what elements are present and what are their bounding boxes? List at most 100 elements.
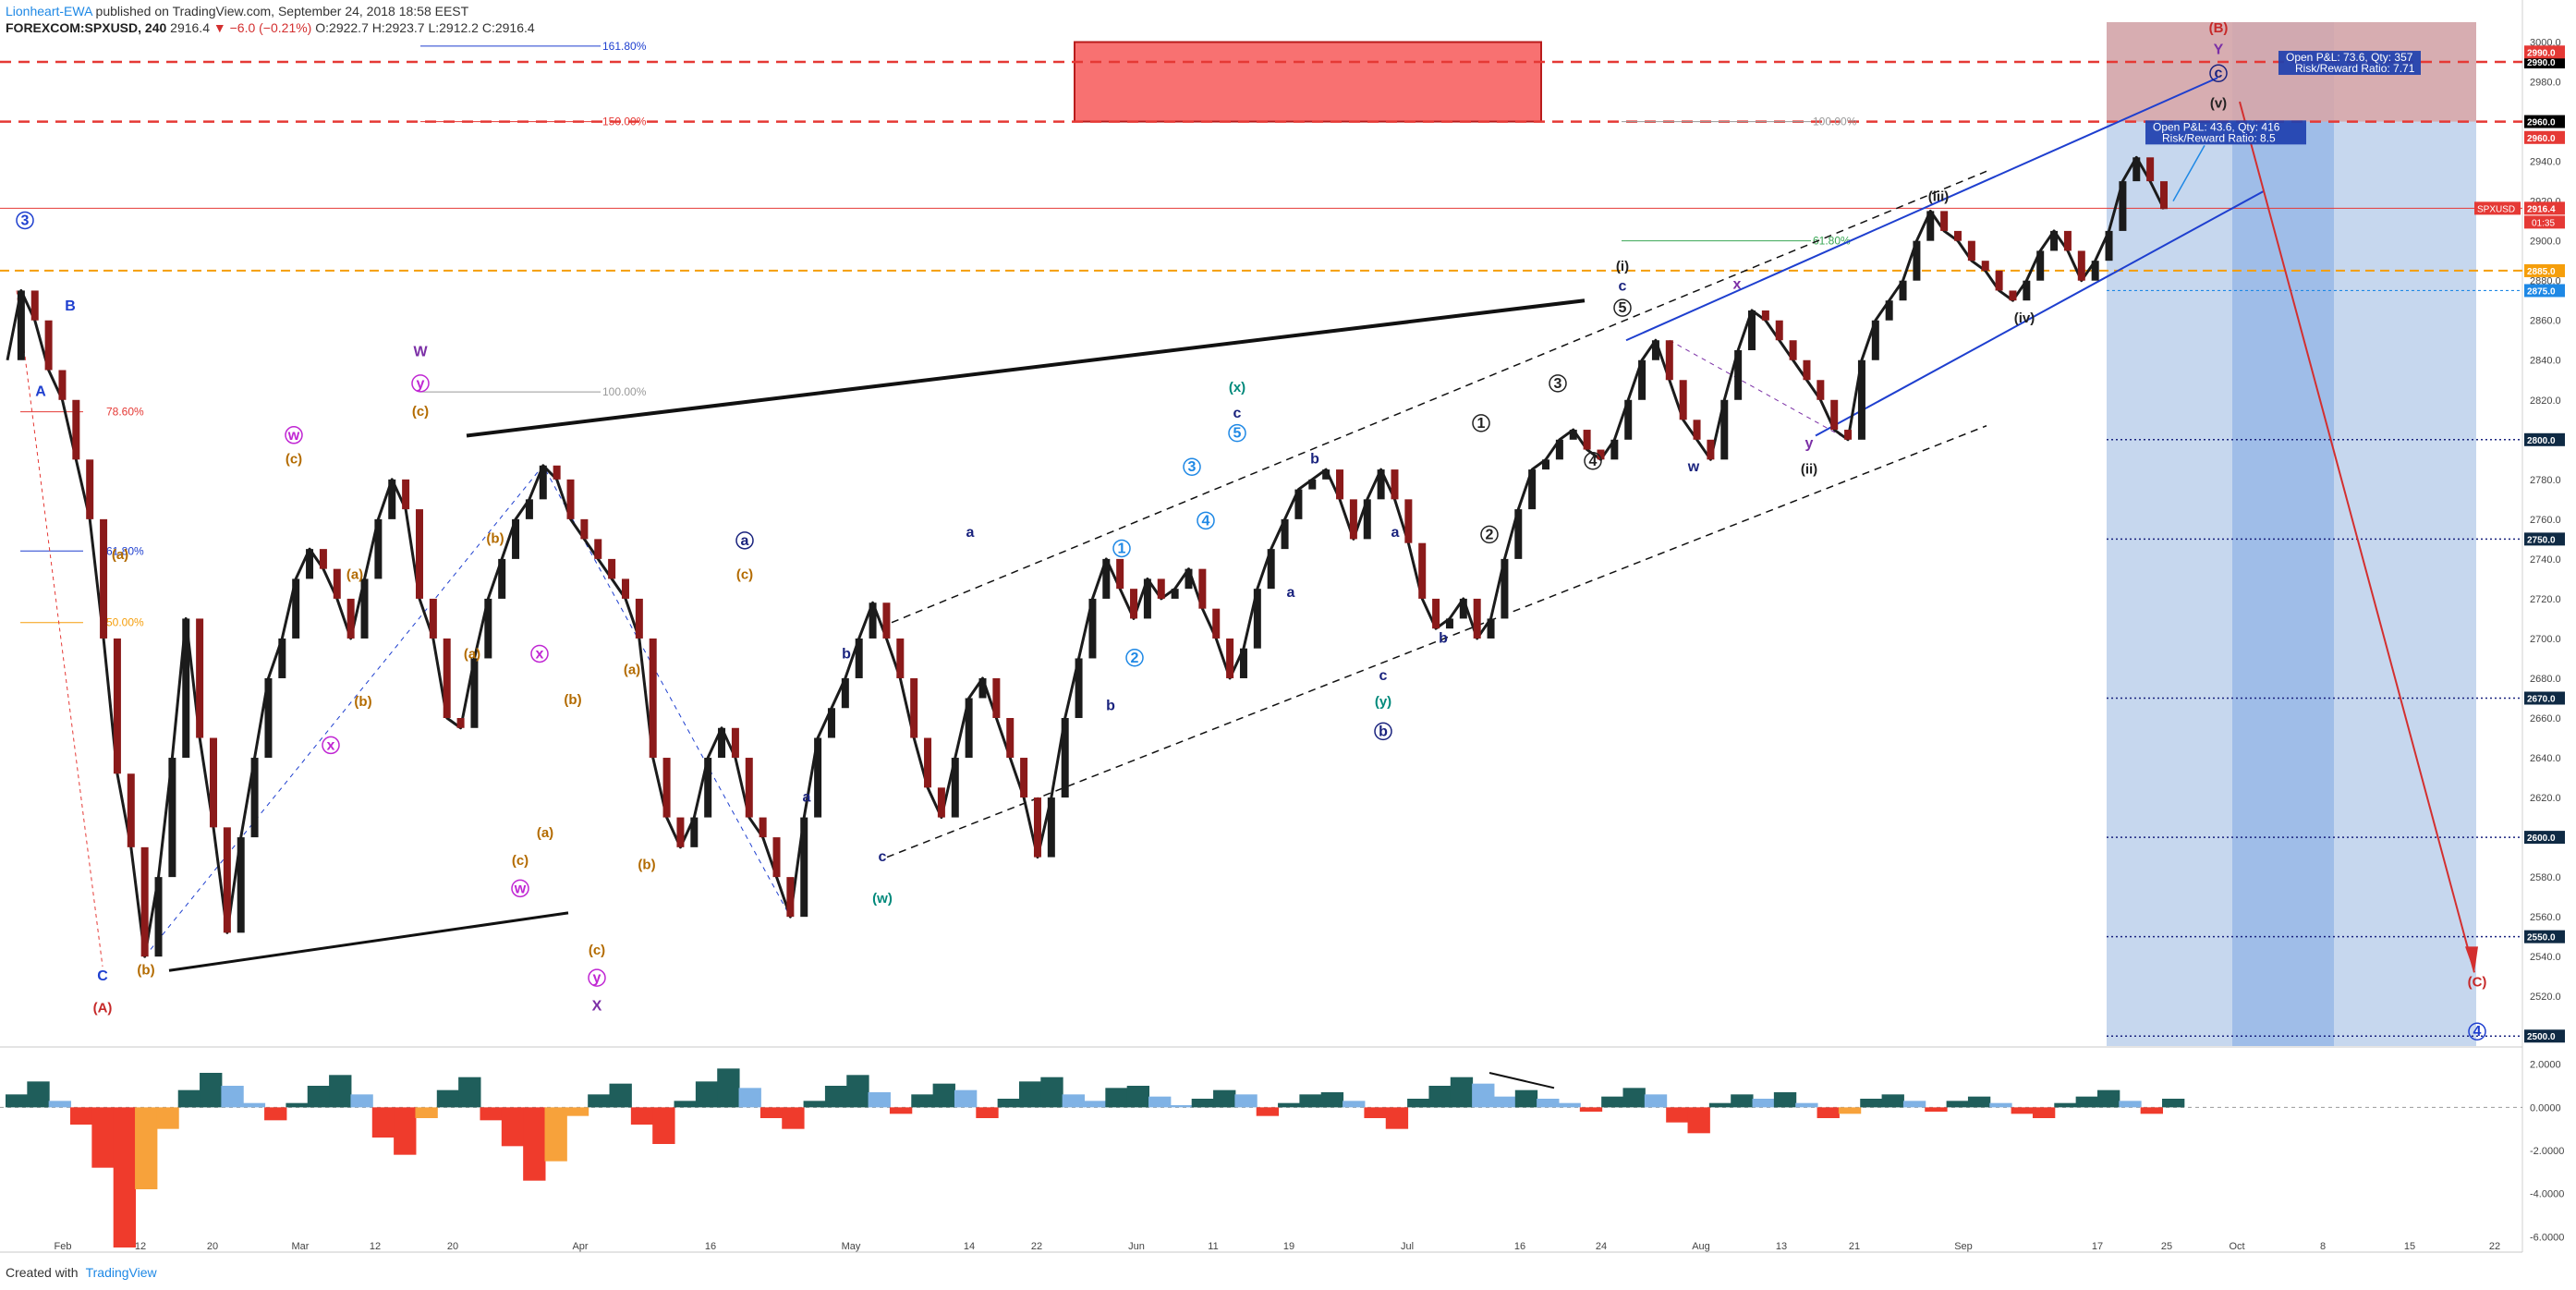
fib-label: 100.00% xyxy=(1813,116,1857,128)
osc-bar xyxy=(2054,1102,2077,1108)
wave-label: c xyxy=(2215,66,2223,81)
candle xyxy=(2091,261,2099,281)
wave-label: (B) xyxy=(2209,20,2229,36)
candle xyxy=(402,479,410,510)
candle xyxy=(1734,349,1743,400)
wave-circle xyxy=(411,374,430,393)
wave-projection-line xyxy=(1669,339,1849,441)
candle xyxy=(319,549,327,569)
candle xyxy=(814,737,822,818)
candle xyxy=(168,758,176,878)
price-badge-label: 2990.0 xyxy=(2527,48,2556,58)
price-level-label: 2750.0 xyxy=(2527,535,2556,545)
wave-circle xyxy=(530,644,549,663)
osc-bar xyxy=(1514,1089,1538,1108)
wave-circle xyxy=(322,736,340,755)
candle xyxy=(937,787,945,818)
osc-tick-label: -2.0000 xyxy=(2530,1146,2564,1157)
candle xyxy=(237,837,245,933)
candle xyxy=(333,568,341,599)
wave-label: 1 xyxy=(1118,541,1126,556)
wave-circle xyxy=(588,968,606,987)
osc-bar xyxy=(480,1107,503,1121)
candle xyxy=(1404,499,1413,543)
x-tick-label: Mar xyxy=(292,1241,310,1252)
created-with-text: Created with xyxy=(6,1265,79,1280)
wave-circle xyxy=(1112,539,1131,558)
candle xyxy=(1212,608,1221,639)
wave-label: a xyxy=(741,533,749,549)
candle xyxy=(951,758,959,818)
osc-bar xyxy=(1967,1096,1991,1108)
x-tick-label: 22 xyxy=(2489,1241,2500,1252)
osc-bar xyxy=(286,1102,309,1108)
candle xyxy=(223,827,231,933)
candle xyxy=(635,598,643,639)
price-level-label: 2885.0 xyxy=(2527,267,2556,277)
osc-bar xyxy=(523,1107,546,1181)
candle xyxy=(1624,399,1633,440)
y-tick-label: 2740.0 xyxy=(2530,554,2561,566)
candle xyxy=(580,518,589,540)
wave-circle xyxy=(2209,64,2228,82)
blue-channel-lower xyxy=(1815,189,2265,437)
x-tick-label: 14 xyxy=(964,1241,975,1252)
price-level-badge xyxy=(2524,263,2565,277)
candle xyxy=(182,618,190,759)
candle xyxy=(2050,230,2059,251)
price-badge xyxy=(2524,45,2565,59)
candle xyxy=(1294,489,1303,519)
candle xyxy=(1761,310,1769,321)
osc-bar xyxy=(436,1089,460,1108)
osc-bar xyxy=(1537,1099,1560,1108)
wave-label: 4 xyxy=(1589,454,1598,469)
candle xyxy=(209,737,217,828)
tradingview-logo-link[interactable]: TradingView xyxy=(85,1265,157,1280)
author-link[interactable]: Lionheart-EWA xyxy=(6,4,92,18)
wave-circle xyxy=(1613,298,1632,317)
x-tick-label: 19 xyxy=(1283,1241,1294,1252)
price-level-badge xyxy=(2524,532,2565,546)
candle xyxy=(1720,399,1729,460)
osc-bar xyxy=(1407,1099,1430,1108)
wave-circle xyxy=(735,531,754,550)
wave-label: 3 xyxy=(21,213,30,228)
osc-bar xyxy=(588,1094,611,1108)
y-tick-label: 2660.0 xyxy=(2530,713,2561,724)
x-tick-label: Apr xyxy=(572,1241,588,1252)
osc-bar xyxy=(1364,1107,1387,1118)
wave-circle xyxy=(1549,374,1567,393)
x-tick-label: May xyxy=(842,1241,861,1252)
osc-bar xyxy=(2140,1107,2163,1114)
x-tick-label: 25 xyxy=(2161,1241,2172,1252)
osc-bar xyxy=(1622,1088,1646,1108)
candle xyxy=(443,638,451,719)
position-pnl: Open P&L: 73.6, Qty: 357 xyxy=(2286,51,2413,64)
osc-bar xyxy=(1450,1077,1474,1108)
wave-circle xyxy=(1183,457,1201,476)
candle xyxy=(869,602,877,639)
y-tick-label: 2760.0 xyxy=(2530,515,2561,526)
candle xyxy=(512,518,520,559)
candle xyxy=(1926,211,1935,241)
wave-label: (ii) xyxy=(1801,461,1817,477)
osc-bar xyxy=(1062,1094,1085,1108)
blue-channel-upper xyxy=(1625,77,2218,342)
trend-line-top xyxy=(466,298,1586,438)
candle xyxy=(718,727,726,759)
osc-bar xyxy=(1170,1105,1193,1108)
projection-zone-core xyxy=(2232,22,2334,1046)
candle xyxy=(553,465,561,480)
osc-bar xyxy=(221,1086,244,1108)
x-tick-label: 17 xyxy=(2092,1241,2103,1252)
candle xyxy=(1143,578,1151,619)
candle xyxy=(676,817,685,847)
candle xyxy=(965,698,973,759)
osc-bar xyxy=(1601,1096,1624,1108)
fib-label: 61.80% xyxy=(106,544,144,557)
osc-bar xyxy=(1579,1107,1603,1112)
osc-bar xyxy=(1946,1101,1969,1108)
osc-tick-label: -6.0000 xyxy=(2530,1232,2564,1243)
footer: Created with TradingView xyxy=(6,1265,157,1280)
